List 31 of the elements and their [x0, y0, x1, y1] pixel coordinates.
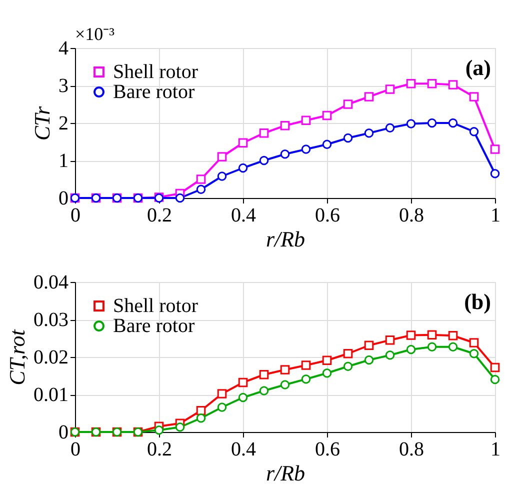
y-tick-label: 0.04	[34, 272, 68, 294]
x-tick-label: 0.8	[399, 204, 424, 226]
x-tick-label: 1	[490, 438, 500, 460]
x-tick-label: 0.2	[147, 204, 172, 226]
y-axis-title: CT,rot	[4, 328, 30, 386]
legend-label: Shell rotor	[113, 295, 198, 317]
y-axis-title: CTr	[30, 106, 54, 141]
x-tick-label: 0.8	[399, 438, 424, 460]
x-tick-label: 0.6	[315, 204, 340, 226]
annotation: (b)	[464, 289, 491, 314]
y-tick-label: 0.03	[34, 309, 68, 331]
x-tick-label: 0.4	[231, 204, 256, 226]
y-tick-label: 2	[58, 112, 68, 134]
x-axis-title: r/Rb	[266, 226, 306, 252]
y-tick-label: 0.02	[34, 346, 68, 368]
y-tick-label: 0	[58, 188, 68, 210]
annotation: (a)	[465, 55, 491, 80]
x-tick-label: 1	[490, 204, 500, 226]
y-tick-label: 0.01	[34, 384, 68, 406]
text: ×10⁻³	[75, 24, 116, 44]
x-tick-label: 0.6	[315, 438, 340, 460]
legend-label: Bare rotor	[113, 81, 195, 103]
y-tick-label: 4	[58, 38, 68, 60]
y-tick-label: 3	[58, 75, 68, 97]
legend-label: Bare rotor	[113, 315, 195, 337]
x-axis-title: r/Rb	[266, 460, 306, 486]
x-tick-label: 0.4	[231, 438, 256, 460]
legend-label: Shell rotor	[113, 61, 198, 83]
y-tick-label: 1	[58, 150, 68, 172]
x-tick-label: 0.2	[147, 438, 172, 460]
y-tick-label: 0	[58, 422, 68, 444]
